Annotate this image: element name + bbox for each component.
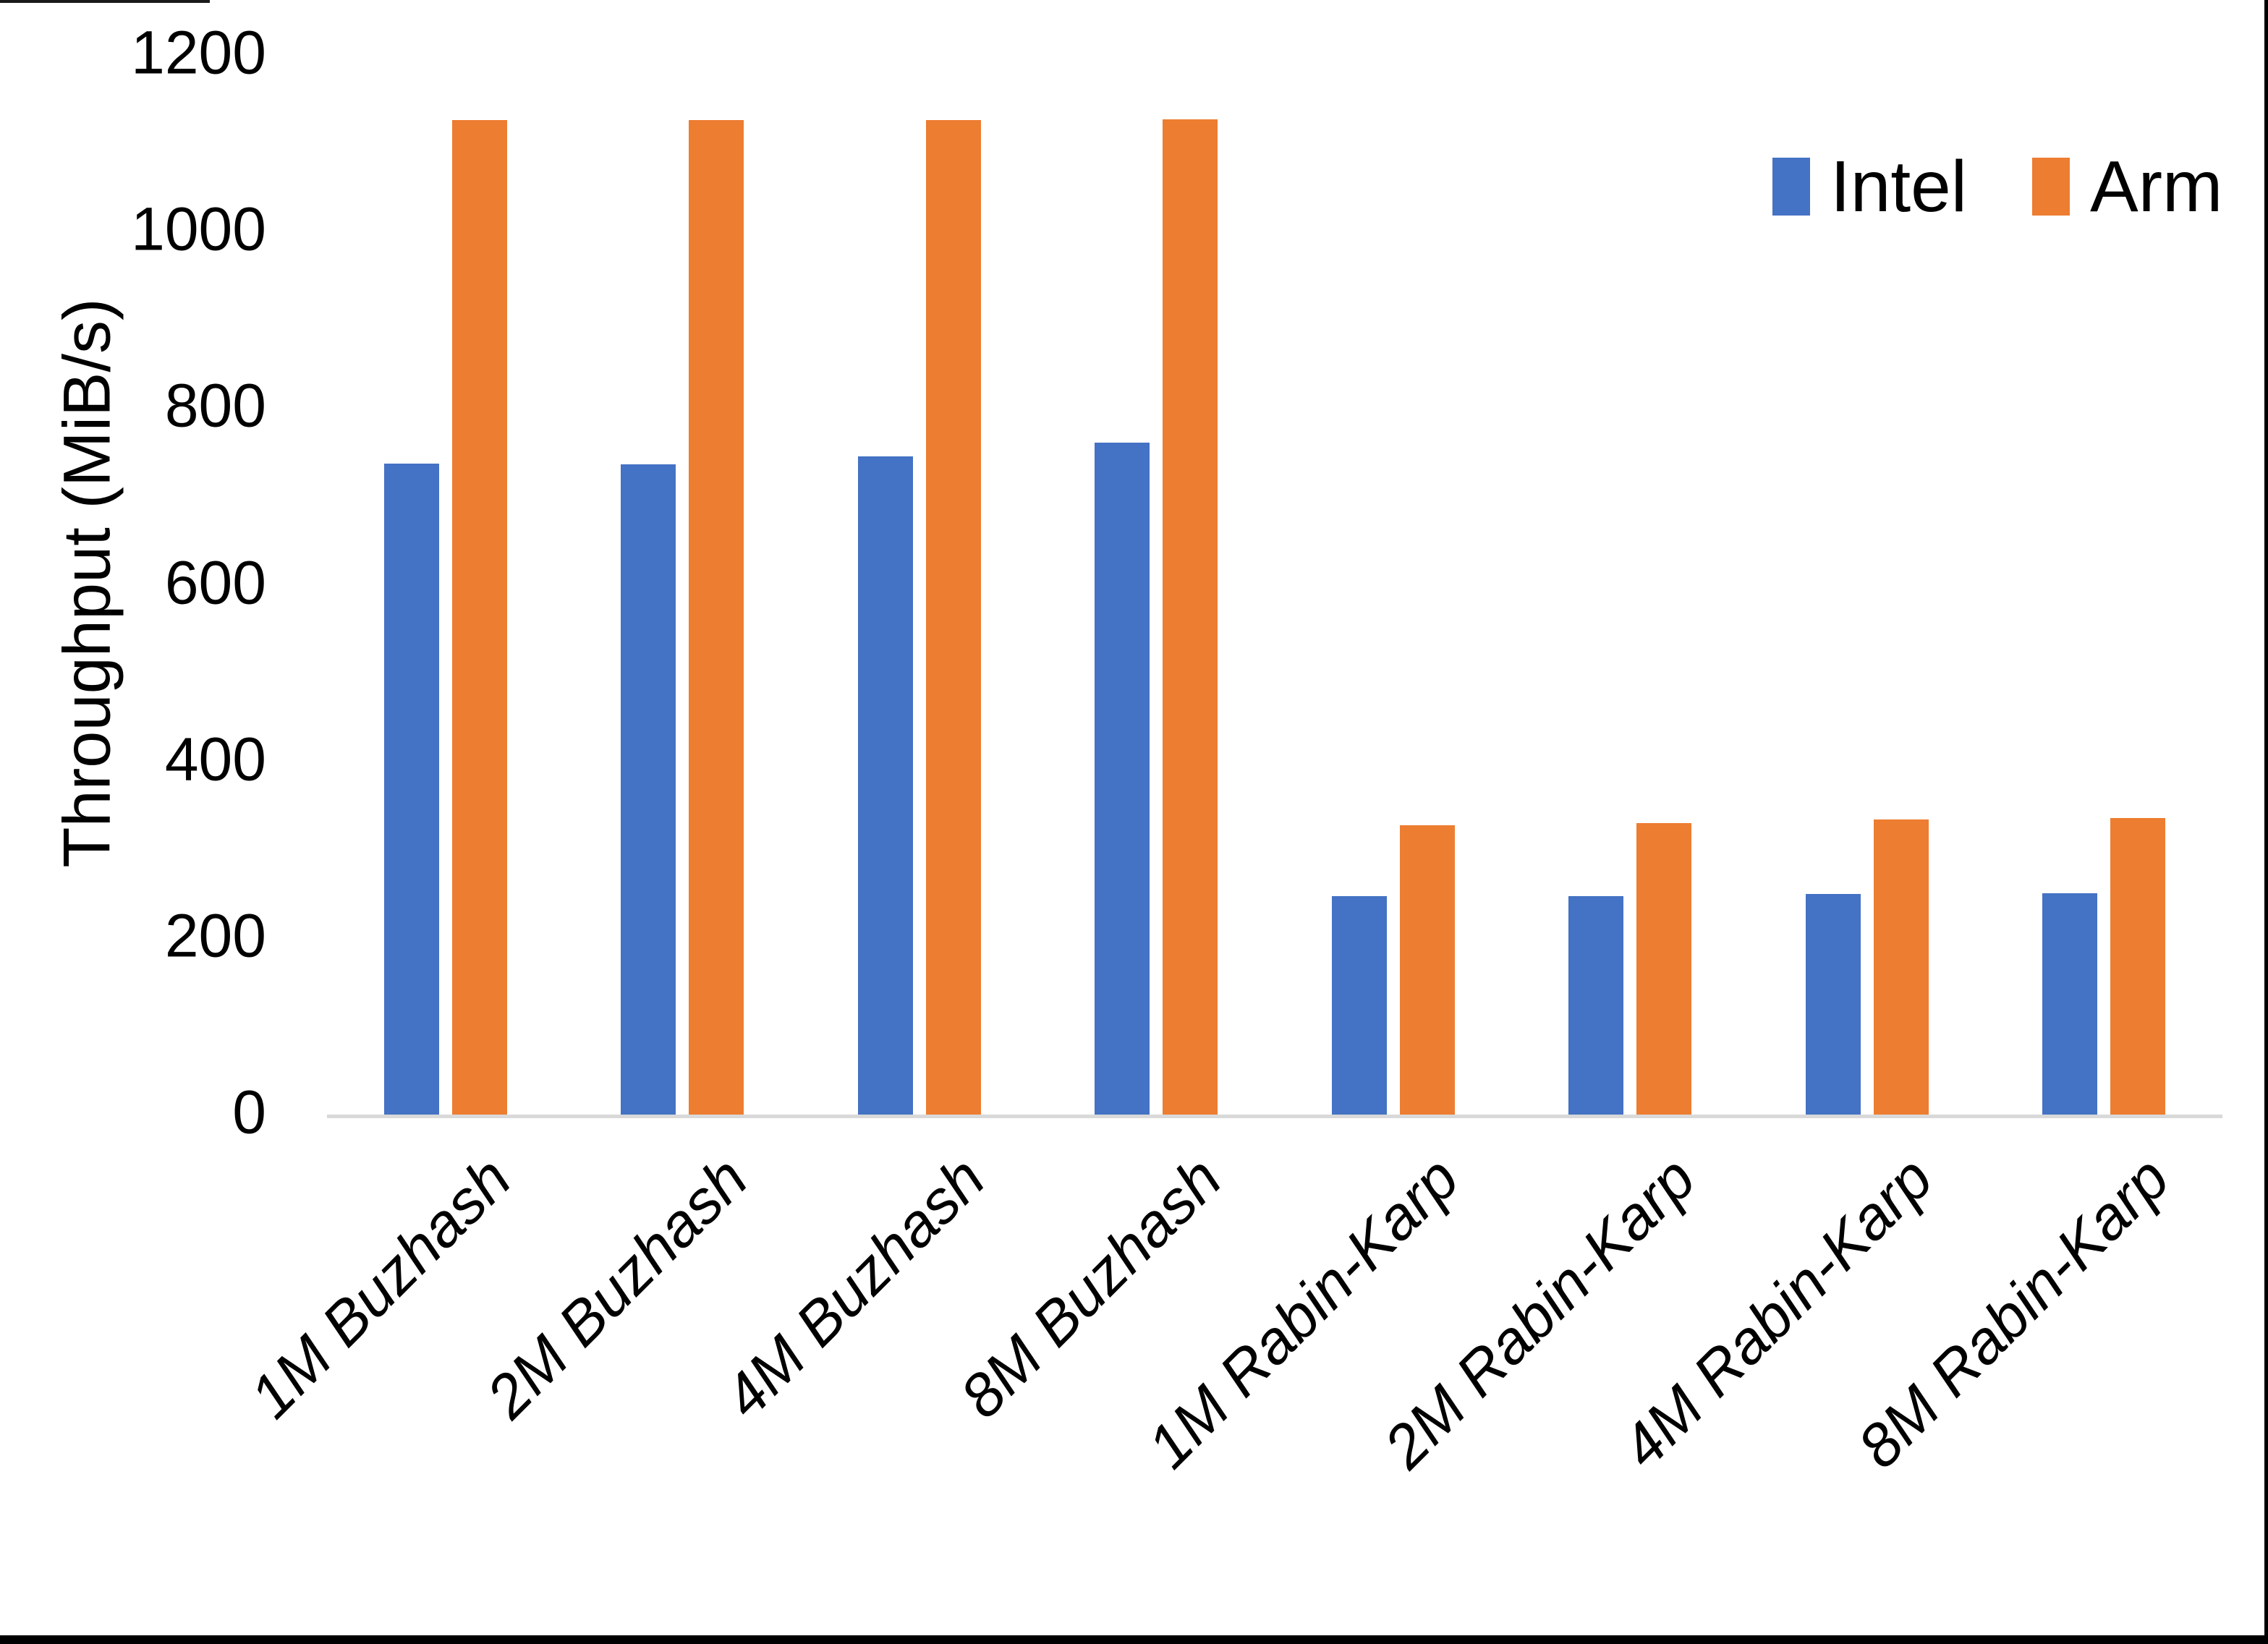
- bar-arm-4m-buzhash: [926, 120, 981, 1115]
- bar-intel-8m-rabin-karp: [2042, 893, 2097, 1115]
- legend: Intel Arm: [1772, 148, 2222, 225]
- legend-label-intel: Intel: [1830, 146, 1968, 227]
- bar-arm-8m-buzhash: [1163, 119, 1218, 1115]
- bar-arm-1m-rabin-karp: [1400, 825, 1455, 1115]
- bar-arm-1m-buzhash: [452, 120, 507, 1115]
- legend-swatch-intel: [1772, 158, 1810, 216]
- y-tick-label-0: 0: [232, 1078, 266, 1146]
- bar-intel-1m-rabin-karp: [1332, 896, 1387, 1115]
- screen-edge-top-left: [0, 0, 210, 3]
- bar-arm-4m-rabin-karp: [1874, 819, 1929, 1115]
- bar-intel-1m-buzhash: [384, 464, 439, 1115]
- y-tick-label-1200: 1200: [131, 18, 266, 87]
- bar-intel-4m-buzhash: [858, 456, 913, 1115]
- screen-edge-right: [2264, 0, 2268, 1644]
- y-tick-label-400: 400: [164, 725, 266, 793]
- bar-intel-2m-buzhash: [621, 464, 676, 1115]
- y-tick-label-800: 800: [164, 371, 266, 440]
- screen-edge-bottom: [0, 1635, 2268, 1644]
- bar-intel-8m-buzhash: [1095, 443, 1150, 1115]
- bar-intel-4m-rabin-karp: [1806, 894, 1861, 1115]
- y-tick-label-600: 600: [164, 548, 266, 617]
- legend-swatch-arm: [2032, 158, 2070, 216]
- bar-arm-2m-buzhash: [689, 120, 744, 1115]
- legend-label-arm: Arm: [2090, 146, 2223, 227]
- bar-intel-2m-rabin-karp: [1568, 896, 1623, 1115]
- bar-arm-2m-rabin-karp: [1636, 823, 1691, 1115]
- y-tick-label-1000: 1000: [131, 195, 266, 263]
- bar-arm-8m-rabin-karp: [2110, 818, 2165, 1115]
- x-axis-line: [327, 1115, 2222, 1118]
- y-tick-label-200: 200: [164, 901, 266, 970]
